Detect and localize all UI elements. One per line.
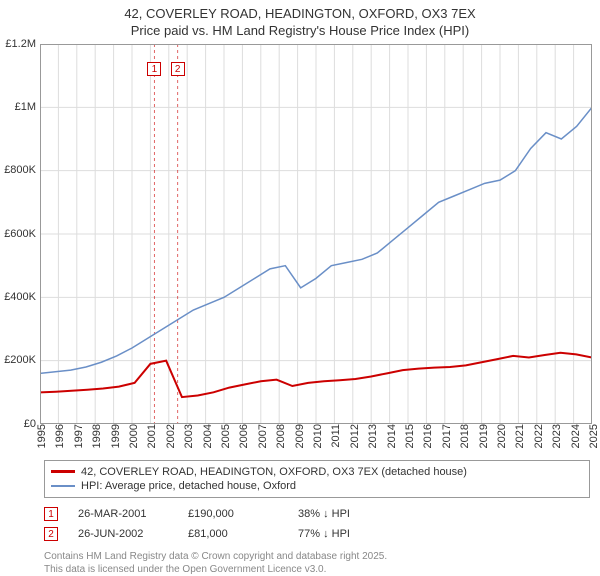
x-axis-label: 2007	[253, 424, 269, 448]
x-axis-label: 2003	[179, 424, 195, 448]
y-axis-label: £600K	[4, 228, 36, 240]
x-axis-label: 2006	[234, 424, 250, 448]
legend-label-hpi: HPI: Average price, detached house, Oxfo…	[81, 480, 296, 492]
sale-price-1: £190,000	[188, 508, 278, 520]
x-axis-label: 2010	[308, 424, 324, 448]
sale-date-1: 26-MAR-2001	[78, 508, 168, 520]
chart-title: 42, COVERLEY ROAD, HEADINGTON, OXFORD, O…	[0, 0, 600, 44]
y-axis-label: £200K	[4, 354, 36, 366]
legend-label-price-paid: 42, COVERLEY ROAD, HEADINGTON, OXFORD, O…	[81, 466, 467, 478]
x-axis-label: 2004	[198, 424, 214, 448]
x-axis-label: 2005	[216, 424, 232, 448]
y-axis-label: £1.2M	[5, 38, 36, 50]
chart-marker-2: 2	[171, 62, 185, 76]
y-axis-label: £800K	[4, 164, 36, 176]
legend-swatch-hpi	[51, 485, 75, 487]
sale-delta-2: 77% ↓ HPI	[298, 528, 388, 540]
x-axis-label: 2014	[382, 424, 398, 448]
legend: 42, COVERLEY ROAD, HEADINGTON, OXFORD, O…	[44, 460, 590, 498]
x-axis-label: 2008	[271, 424, 287, 448]
sale-price-2: £81,000	[188, 528, 278, 540]
legend-row-price-paid: 42, COVERLEY ROAD, HEADINGTON, OXFORD, O…	[51, 465, 583, 479]
footer-line-1: Contains HM Land Registry data © Crown c…	[44, 550, 590, 563]
sale-row-2: 2 26-JUN-2002 £81,000 77% ↓ HPI	[44, 524, 590, 544]
x-axis-label: 2013	[363, 424, 379, 448]
x-axis-label: 2002	[161, 424, 177, 448]
x-axis-label: 2001	[142, 424, 158, 448]
y-axis-label: £400K	[4, 291, 36, 303]
x-axis-label: 2000	[124, 424, 140, 448]
title-line-1: 42, COVERLEY ROAD, HEADINGTON, OXFORD, O…	[10, 6, 590, 23]
x-axis-label: 2021	[510, 424, 526, 448]
sale-row-1: 1 26-MAR-2001 £190,000 38% ↓ HPI	[44, 504, 590, 524]
x-axis-label: 1996	[50, 424, 66, 448]
y-axis-label: £1M	[15, 101, 36, 113]
sale-marker-1: 1	[44, 507, 58, 521]
sale-date-2: 26-JUN-2002	[78, 528, 168, 540]
chart-marker-1: 1	[147, 62, 161, 76]
x-axis-label: 1999	[106, 424, 122, 448]
x-axis-label: 2023	[547, 424, 563, 448]
footer-line-2: This data is licensed under the Open Gov…	[44, 563, 590, 576]
x-axis-label: 1995	[32, 424, 48, 448]
x-axis-label: 2025	[584, 424, 600, 448]
x-axis-label: 2022	[529, 424, 545, 448]
x-axis-label: 2011	[326, 424, 342, 448]
x-axis-label: 2015	[400, 424, 416, 448]
x-axis-label: 2009	[290, 424, 306, 448]
x-axis-label: 2024	[566, 424, 582, 448]
x-axis-label: 1998	[87, 424, 103, 448]
x-axis-label: 2020	[492, 424, 508, 448]
x-axis-label: 2017	[437, 424, 453, 448]
x-axis-label: 2019	[474, 424, 490, 448]
x-axis-label: 2016	[418, 424, 434, 448]
legend-swatch-price-paid	[51, 470, 75, 473]
footer: Contains HM Land Registry data © Crown c…	[44, 550, 590, 576]
legend-row-hpi: HPI: Average price, detached house, Oxfo…	[51, 479, 583, 493]
sales-table: 1 26-MAR-2001 £190,000 38% ↓ HPI 2 26-JU…	[44, 504, 590, 544]
title-line-2: Price paid vs. HM Land Registry's House …	[10, 23, 590, 40]
x-axis-label: 2018	[455, 424, 471, 448]
sale-delta-1: 38% ↓ HPI	[298, 508, 388, 520]
sale-marker-2: 2	[44, 527, 58, 541]
chart-plot-area: £0£200K£400K£600K£800K£1M£1.2M1995199619…	[40, 44, 592, 424]
x-axis-label: 2012	[345, 424, 361, 448]
chart-container: 42, COVERLEY ROAD, HEADINGTON, OXFORD, O…	[0, 0, 600, 560]
x-axis-label: 1997	[69, 424, 85, 448]
